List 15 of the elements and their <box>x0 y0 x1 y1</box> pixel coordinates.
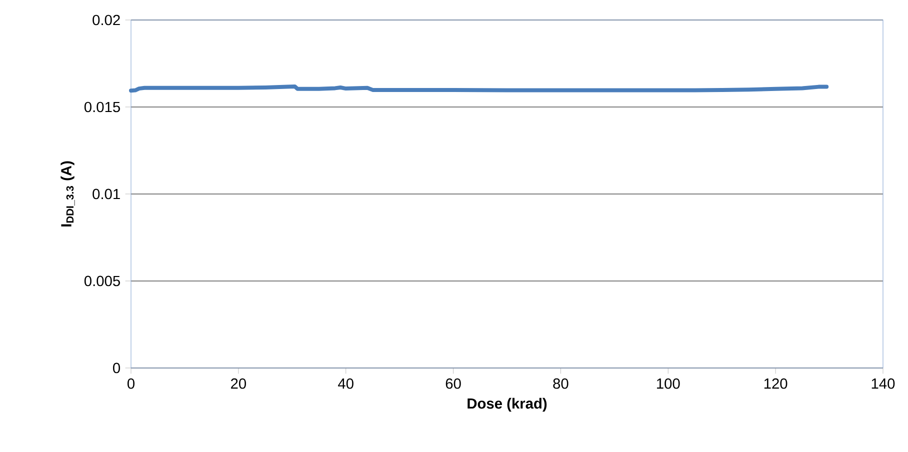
y-tick-label: 0 <box>113 362 120 374</box>
y-tick-label: 0.005 <box>84 276 120 286</box>
y-tick-label: 0.01 <box>92 188 120 200</box>
x-tick-label: 0 <box>127 378 134 389</box>
y-tick-label: 0.02 <box>92 14 120 26</box>
x-tick-label: 20 <box>231 378 246 389</box>
x-tick-label: 100 <box>657 378 680 389</box>
y-axis-title: I$_{DDI_3.3}$ (A) <box>60 161 75 226</box>
x-axis-title: Dose (krad) <box>468 398 547 412</box>
x-tick-label: 80 <box>553 378 568 389</box>
x-tick-label: 120 <box>764 378 788 389</box>
x-tick-label: 60 <box>446 378 461 389</box>
x-tick-label: 140 <box>872 378 895 389</box>
y-tick-label: 0.015 <box>84 102 120 112</box>
x-tick-label: 40 <box>338 378 354 389</box>
